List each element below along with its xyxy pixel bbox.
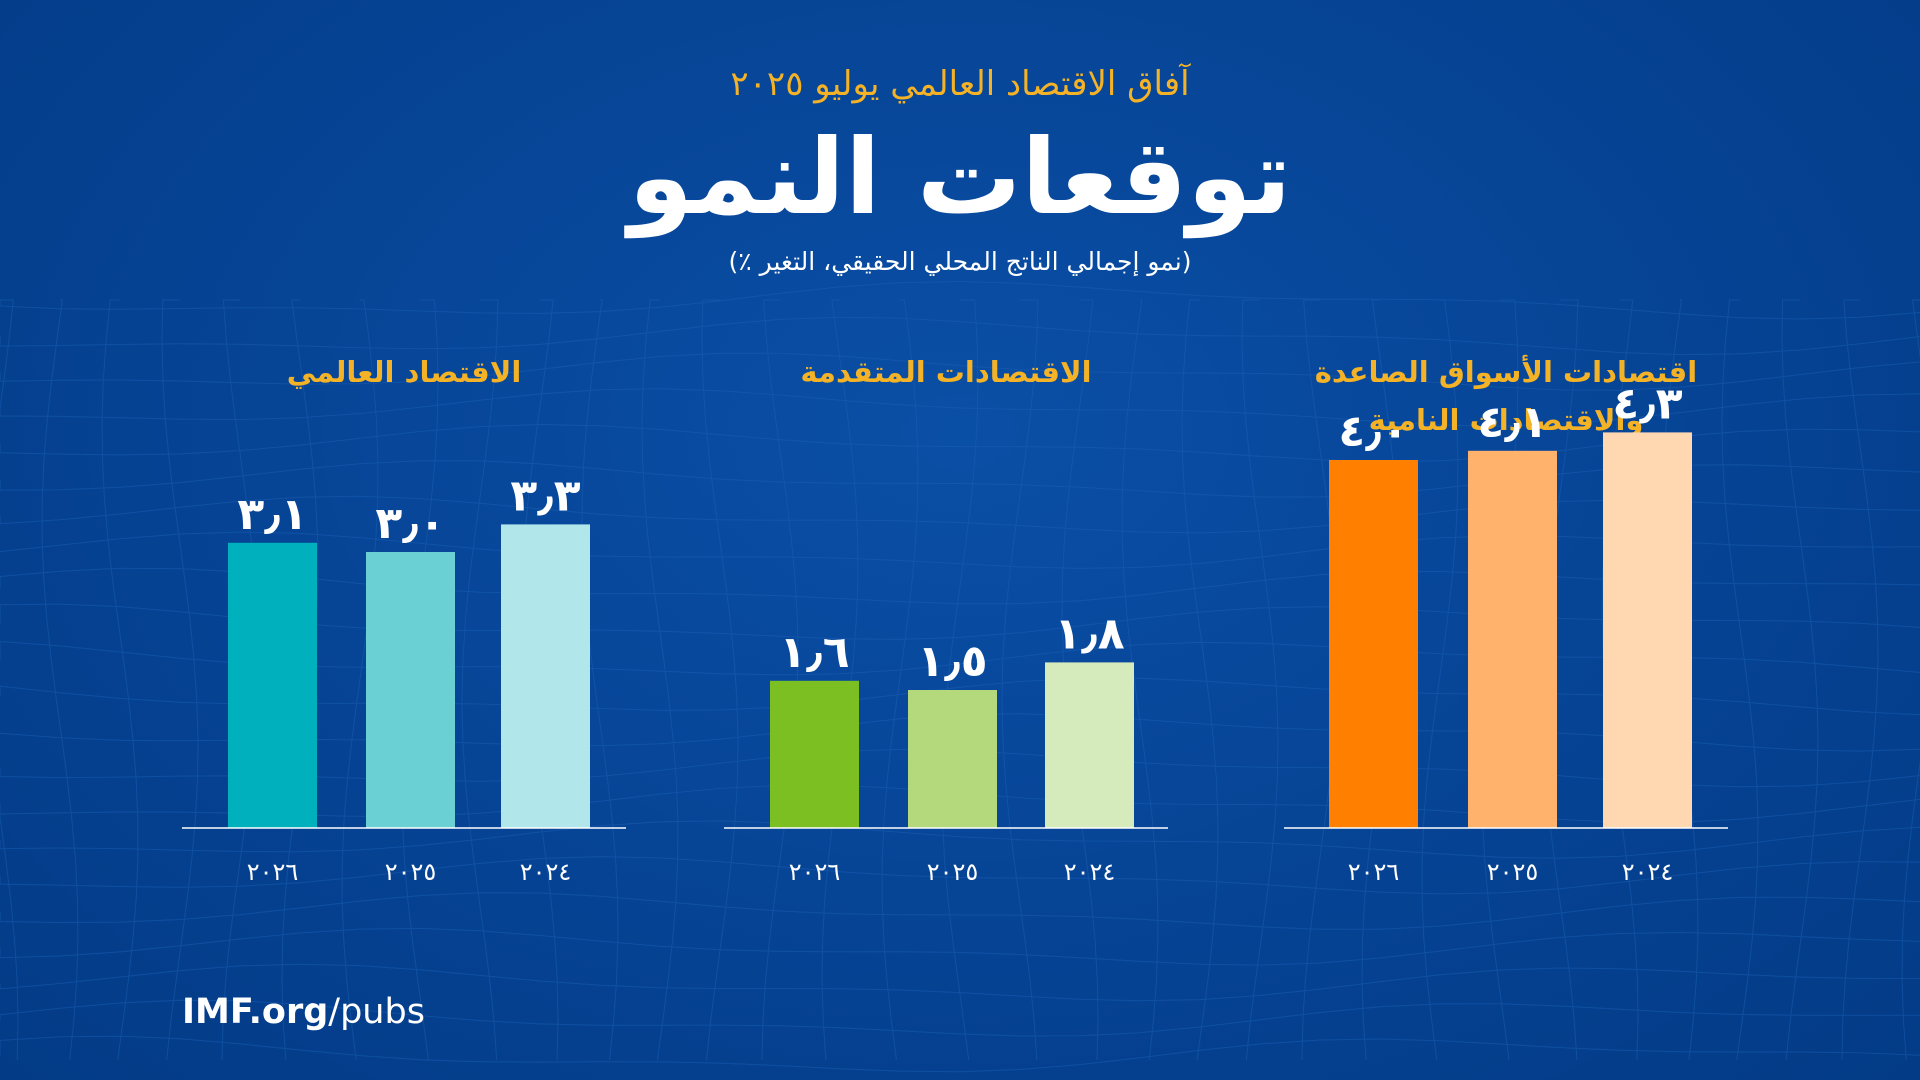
bar <box>1329 460 1418 828</box>
bar <box>1045 662 1134 828</box>
bar <box>501 524 590 828</box>
bar-value-label: ٣٫٠ <box>375 498 445 549</box>
x-tick-label: ٢٠٢٦ <box>247 858 299 886</box>
bar-value-label: ٣٫٣ <box>510 470 580 521</box>
bar <box>1468 450 1557 828</box>
chart-title: اقتصادات الأسواق الصاعدة <box>1315 354 1697 389</box>
bar-value-label: ١٫٥ <box>917 636 987 687</box>
chart-title: الاقتصادات المتقدمة <box>800 355 1091 389</box>
page-title: توقعات النمو <box>628 116 1292 238</box>
bar <box>770 680 859 828</box>
chart-title: والاقتصادات النامية <box>1369 403 1644 437</box>
x-tick-label: ٢٠٢٥ <box>385 858 437 886</box>
x-tick-label: ٢٠٢٦ <box>1348 858 1400 886</box>
bar-value-label: ١٫٨ <box>1054 608 1124 659</box>
footer-site: IMF.org <box>182 992 329 1032</box>
bar <box>366 552 455 828</box>
bar <box>228 542 317 828</box>
bar <box>1603 432 1692 828</box>
footer-link[interactable]: IMF.org/pubs <box>182 992 425 1032</box>
bar-value-label: ٤٫٠ <box>1338 406 1408 457</box>
chart-title: الاقتصاد العالمي <box>287 355 522 389</box>
report-subtitle: آفاق الاقتصاد العالمي يوليو ٢٠٢٥ <box>730 64 1190 104</box>
x-tick-label: ٢٠٢٦ <box>789 858 841 886</box>
x-tick-label: ٢٠٢٤ <box>1622 858 1674 886</box>
bar-value-label: ٣٫١ <box>237 489 307 540</box>
x-tick-label: ٢٠٢٥ <box>1487 858 1539 886</box>
x-tick-label: ٢٠٢٥ <box>927 858 979 886</box>
bar-value-label: ٤٫١ <box>1477 397 1547 448</box>
bar <box>908 690 997 828</box>
bar-value-label: ٤٫٣ <box>1612 378 1682 429</box>
header: آفاق الاقتصاد العالمي يوليو ٢٠٢٥ توقعات … <box>0 60 1920 280</box>
unit-note: (نمو إجمالي الناتج المحلي الحقيقي، التغي… <box>728 247 1192 276</box>
x-tick-label: ٢٠٢٤ <box>520 858 572 886</box>
x-tick-label: ٢٠٢٤ <box>1064 858 1116 886</box>
footer-path: /pubs <box>328 992 425 1032</box>
bar-value-label: ١٫٦ <box>779 627 849 678</box>
